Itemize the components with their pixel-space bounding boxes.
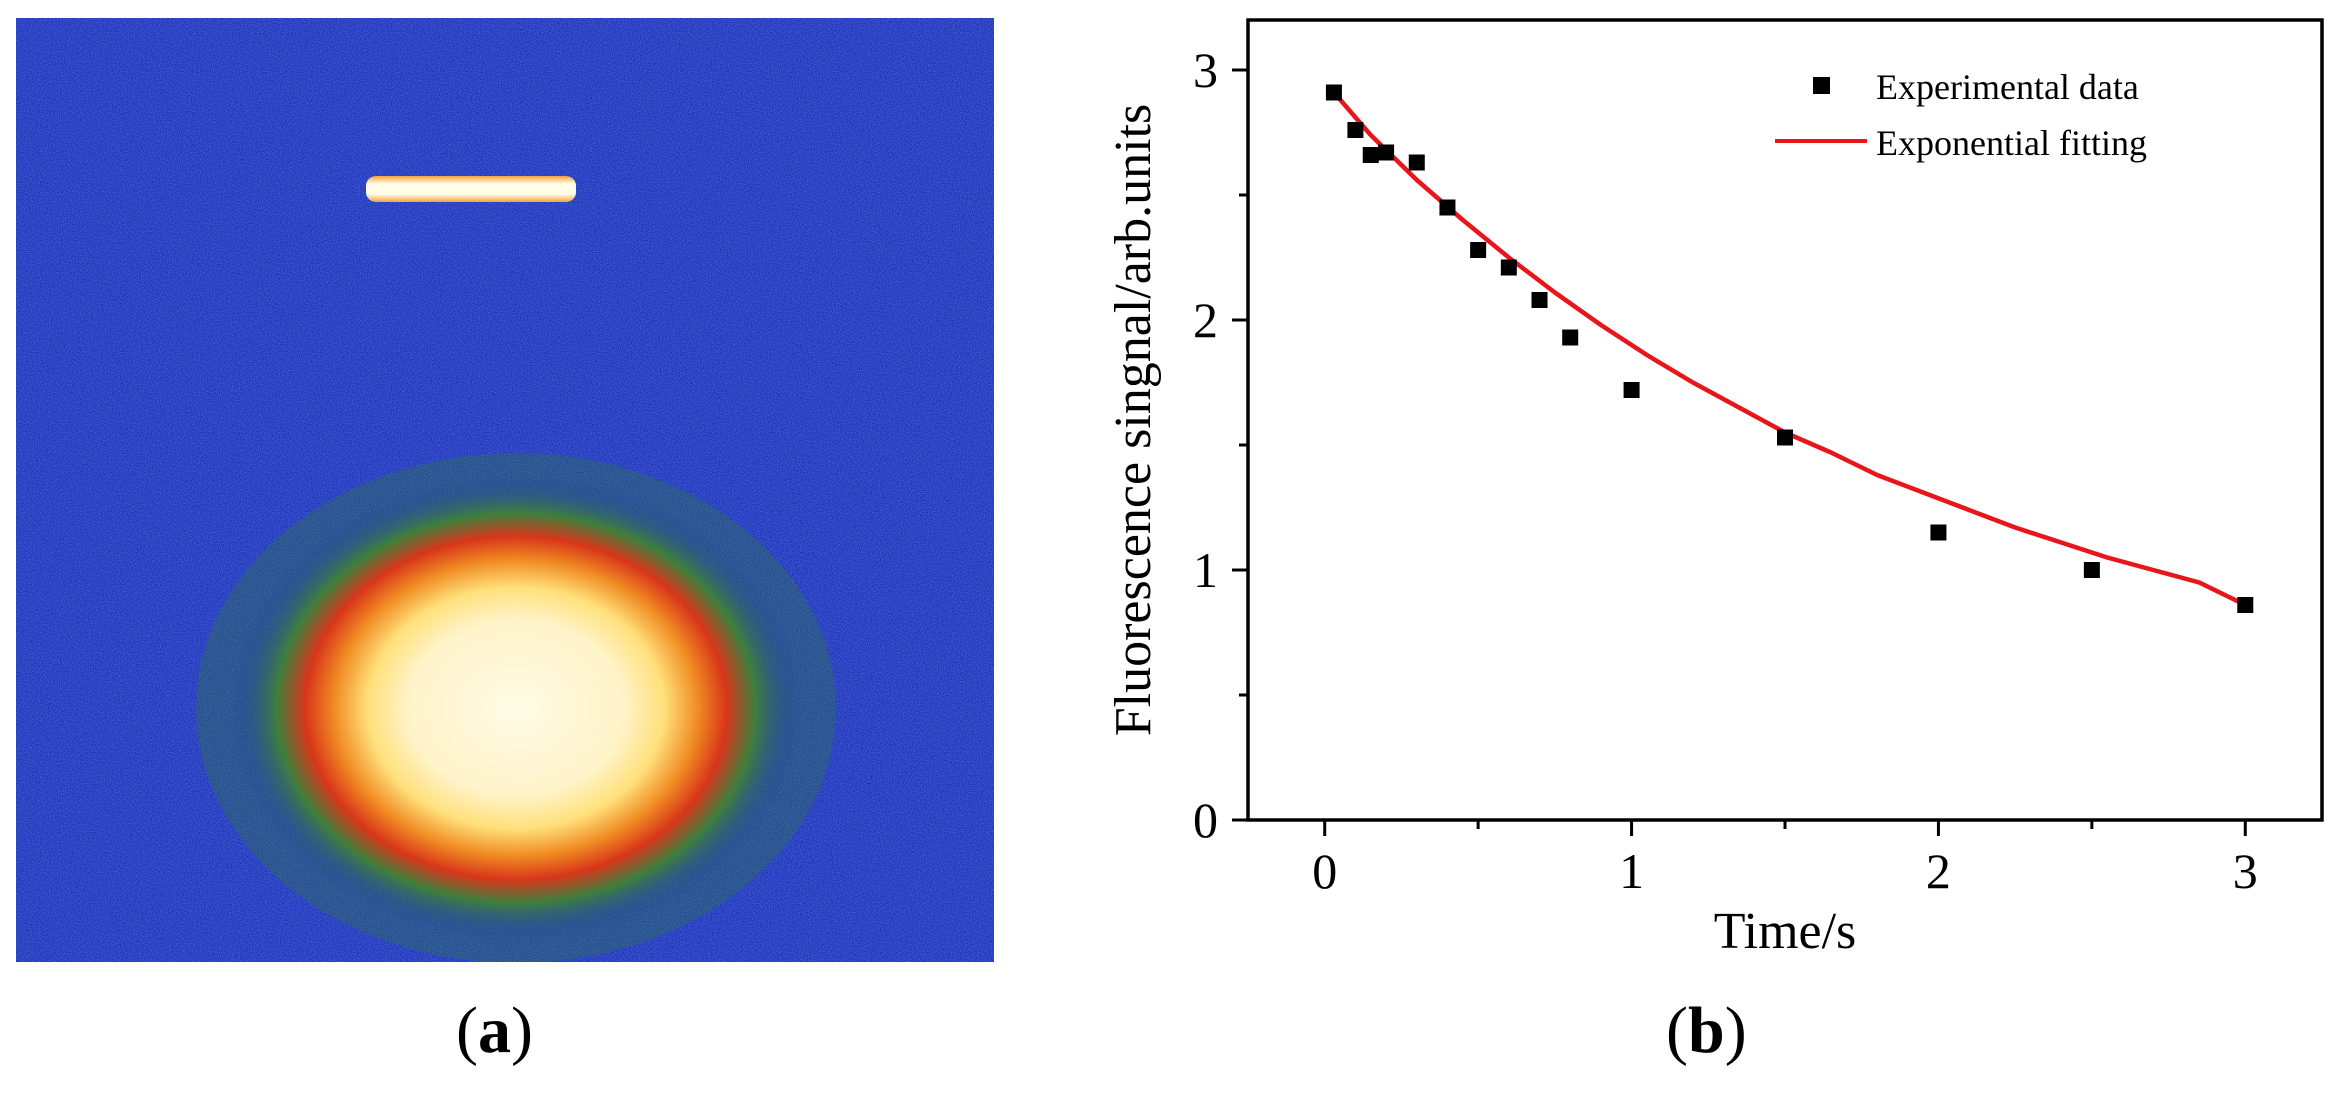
atom-cloud (231, 476, 801, 940)
legend-label-fitting: Exponential fitting (1876, 123, 2147, 163)
fit-curve (1332, 91, 2247, 608)
y-axis-label: Fluorescence singnal/arb.units (1105, 104, 1162, 737)
data-point (1408, 154, 1425, 171)
data-point (1500, 259, 1517, 276)
data-point (1362, 147, 1379, 163)
data-point (1347, 122, 1364, 138)
data-point (1623, 382, 1640, 398)
panel-a-label: (a) (456, 994, 533, 1067)
data-point (2083, 562, 2100, 578)
legend-square-marker (1813, 77, 1830, 94)
y-tick-label: 1 (1193, 542, 1218, 598)
data-point (1562, 329, 1579, 346)
panel-b-label: (b) (1666, 994, 1747, 1067)
data-point (1930, 524, 1947, 541)
fluorescence-image (16, 18, 994, 962)
legend-label-experimental: Experimental data (1876, 67, 2139, 107)
data-point (1777, 429, 1793, 446)
y-tick-label: 3 (1193, 42, 1218, 98)
x-tick-label: 2 (1926, 843, 1951, 899)
legend: Experimental data Exponential fitting (1775, 67, 2147, 163)
y-tick-label: 2 (1193, 292, 1218, 348)
y-tick-label: 0 (1193, 792, 1218, 848)
data-point (1531, 292, 1548, 308)
x-tick-label: 1 (1619, 843, 1644, 899)
data-point (1378, 144, 1395, 161)
x-tick-label: 0 (1312, 843, 1337, 899)
x-tick-label: 3 (2233, 843, 2258, 899)
data-point (1470, 242, 1487, 258)
data-point (2237, 597, 2254, 613)
data-point (1325, 84, 1342, 101)
bright-bar (366, 176, 576, 202)
plot-frame (1246, 18, 2324, 822)
x-axis-label: Time/s (1714, 903, 1857, 960)
data-point (1439, 199, 1456, 216)
